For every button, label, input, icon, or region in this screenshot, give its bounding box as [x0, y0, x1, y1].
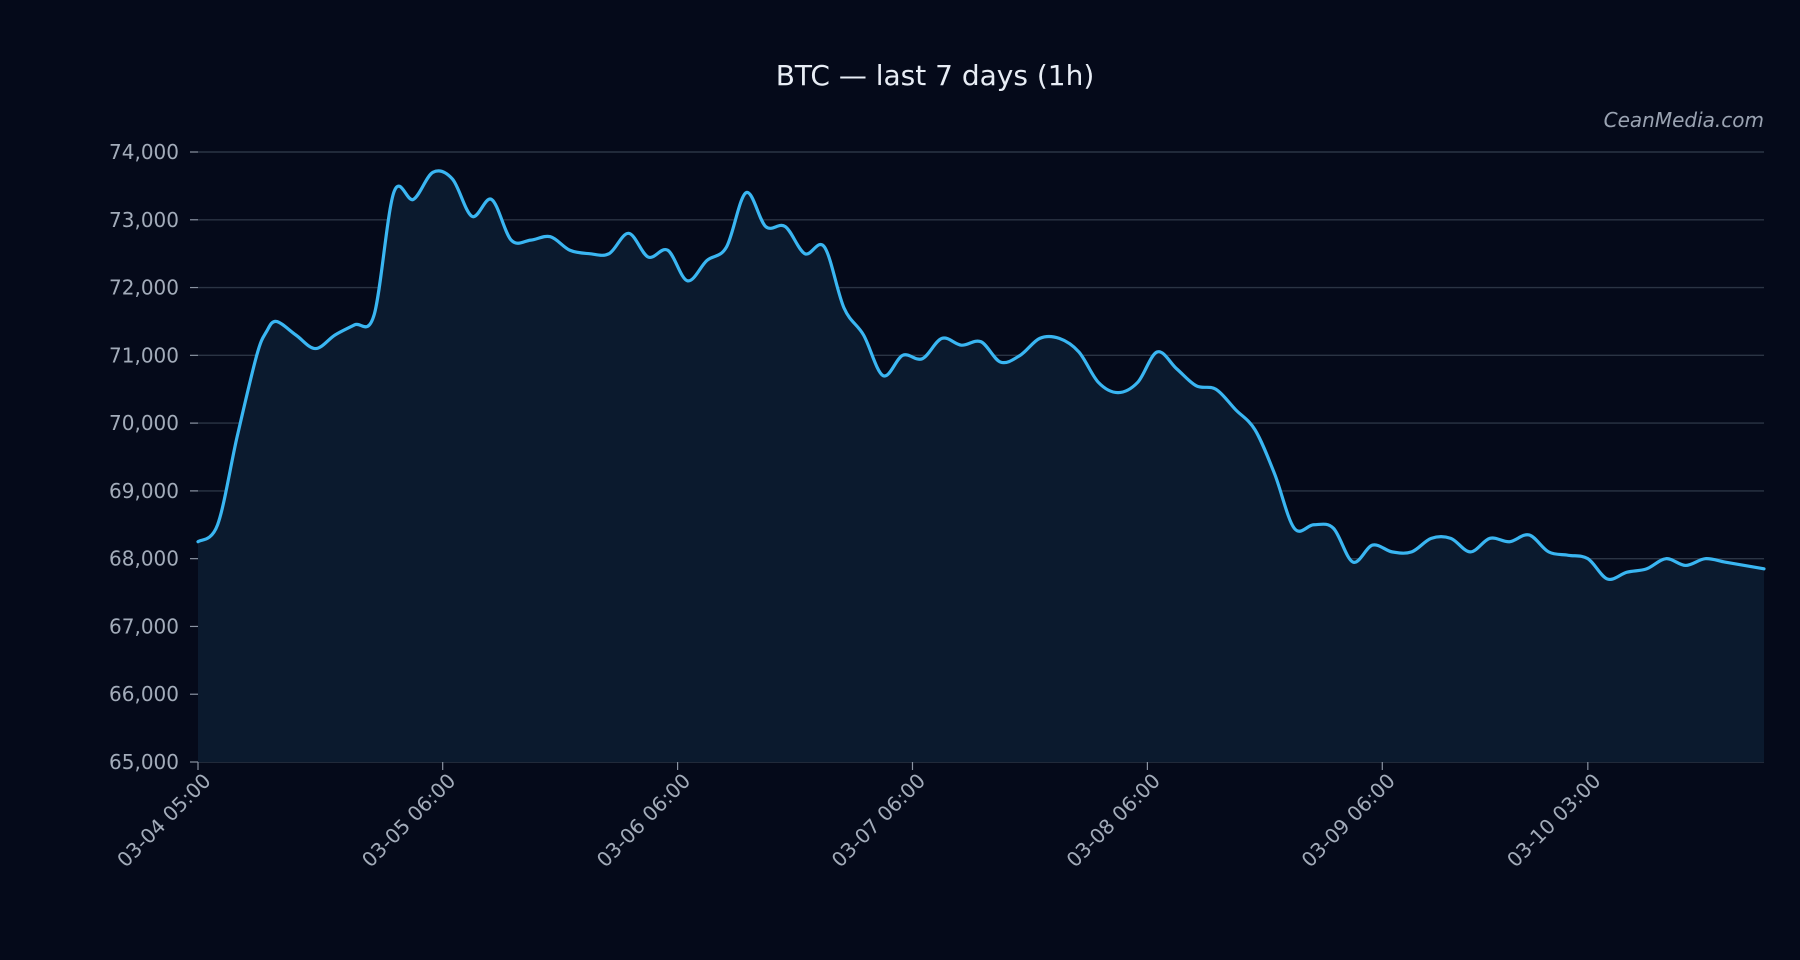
y-tick-label: 71,000 — [109, 343, 179, 367]
y-tick-label: 66,000 — [109, 682, 179, 706]
price-line-path — [196, 169, 1766, 582]
y-tick-label: 70,000 — [109, 411, 179, 435]
y-tick-label: 67,000 — [109, 614, 179, 638]
area-fill — [198, 170, 1764, 762]
y-axis: 65,000 66,000 67,000 68,000 69,000 70,000 71,0… — [109, 140, 198, 774]
y-tick-label: 69,000 — [109, 479, 179, 503]
watermark: CeanMedia.com — [1604, 108, 1764, 132]
y-tick-label: 68,000 — [109, 547, 179, 571]
chart-title: BTC — last 7 days (1h) — [776, 59, 1095, 92]
y-tick-label: 65,000 — [109, 750, 179, 774]
y-tick-label: 74,000 — [109, 140, 179, 164]
price-line — [196, 169, 1766, 582]
y-tick-label: 73,000 — [109, 208, 179, 232]
y-tick-label: 72,000 — [109, 276, 179, 300]
area-fill-path — [198, 170, 1764, 762]
